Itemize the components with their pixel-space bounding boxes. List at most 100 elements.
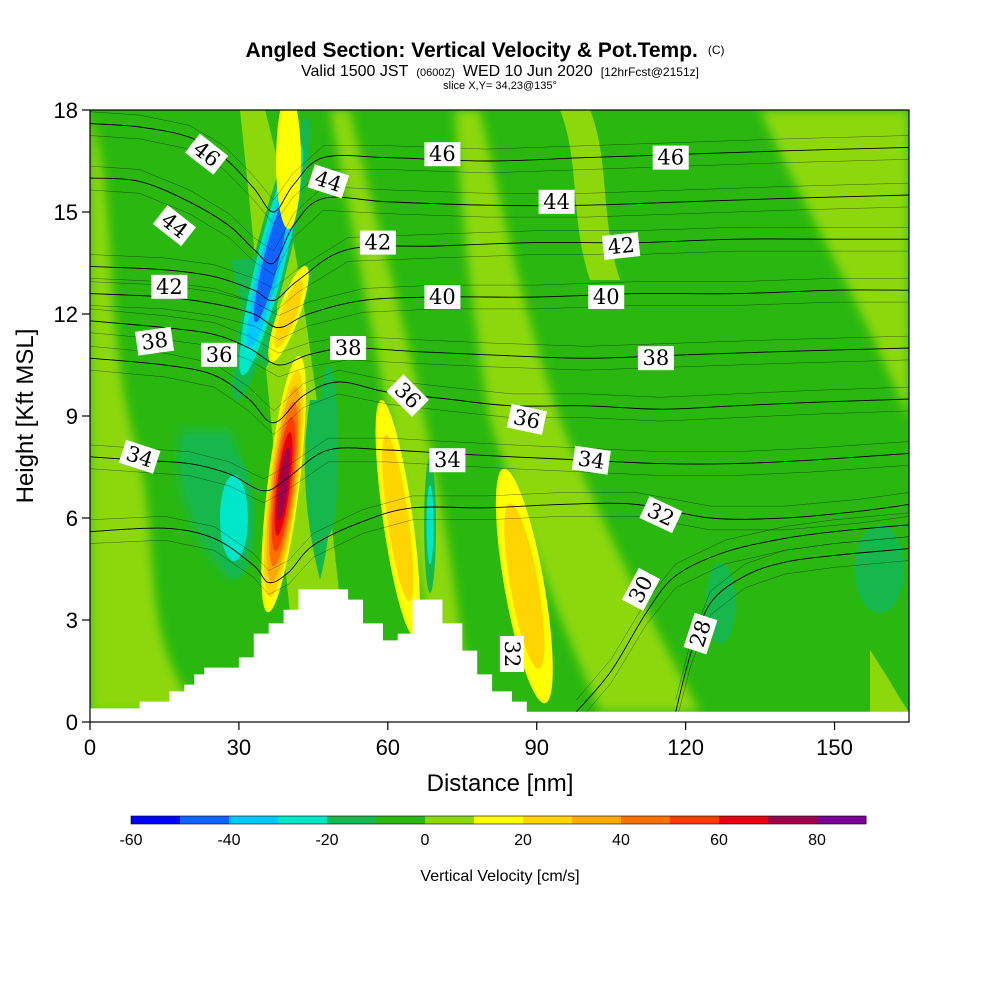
isentrope-minor xyxy=(90,437,909,480)
contour-label: 42 xyxy=(151,274,188,299)
contour-label-box xyxy=(571,445,611,475)
contour-label-text: 36 xyxy=(206,343,233,367)
isentrope-minor xyxy=(90,189,909,276)
velocity-cell-band xyxy=(225,492,243,544)
velocity-cell-band xyxy=(388,469,407,567)
velocity-cell xyxy=(261,355,306,613)
y-tick-label: 12 xyxy=(54,302,78,327)
colorbar-swatch xyxy=(719,816,769,824)
x-tick-label: 0 xyxy=(84,735,96,760)
colorbar-swatch xyxy=(425,816,475,824)
velocity-cell-band xyxy=(261,222,282,297)
isentrope-minor xyxy=(90,461,909,503)
contour-label-box xyxy=(307,164,350,199)
velocity-cell-band xyxy=(281,121,296,201)
y-tick-label: 0 xyxy=(66,710,78,735)
colorbar-label: Vertical Velocity [cm/s] xyxy=(420,868,579,885)
contour-label: 38 xyxy=(637,346,674,371)
isentrope-minor xyxy=(576,512,909,701)
colorbar-tick-label: 0 xyxy=(421,832,430,849)
isentrope-40 xyxy=(90,289,909,329)
contour-label: 38 xyxy=(330,336,367,360)
contour-label: 34 xyxy=(571,445,611,475)
velocity-cell xyxy=(276,110,301,229)
contour-label: 32 xyxy=(499,636,524,672)
velocity-cell xyxy=(214,456,254,580)
contour-label: 46 xyxy=(424,142,461,167)
band-weak-updraft-corner xyxy=(870,650,909,712)
isentrope-minor xyxy=(90,301,909,340)
x-tick-label: 30 xyxy=(227,735,251,760)
y-tick-label: 3 xyxy=(66,608,78,633)
subtitle-valid: Valid 1500 JST xyxy=(301,63,409,80)
colorbar-tick-label: -60 xyxy=(119,832,142,849)
subtitle-date: WED 10 Jun 2020 xyxy=(463,63,593,80)
contour-label: 44 xyxy=(538,189,575,214)
colorbar-swatch xyxy=(474,816,524,824)
contour-label-text: 46 xyxy=(657,146,684,170)
isentrope-minor xyxy=(577,536,909,722)
chart-subtitle: Valid 1500 JST (0600Z) WED 10 Jun 2020 [… xyxy=(301,63,699,80)
contour-label-text: 36 xyxy=(511,405,542,434)
isentrope-minor xyxy=(90,250,909,313)
isentrope-minor xyxy=(90,492,909,572)
colorbar-swatch xyxy=(572,816,622,824)
contour-label: 36 xyxy=(506,403,547,435)
contour-label-box xyxy=(118,439,161,474)
contour-label-text: 46 xyxy=(429,142,456,166)
velocity-cell-band xyxy=(711,579,730,627)
contour-label-text: 38 xyxy=(335,336,362,360)
contour-label-box xyxy=(601,232,641,260)
contour-label-box xyxy=(359,230,396,255)
chart-title: Angled Section: Vertical Velocity & Pot.… xyxy=(245,39,724,62)
slice-label: slice X,Y= 34,23@135° xyxy=(443,80,557,92)
contour-label-text: 44 xyxy=(543,190,570,214)
contour-label: 38 xyxy=(135,326,174,356)
isentrope-34 xyxy=(90,447,909,492)
velocity-cell-band xyxy=(426,485,434,565)
velocity-cell-band xyxy=(512,537,537,635)
isentrope-minor xyxy=(90,278,909,316)
x-tick-label: 60 xyxy=(376,735,400,760)
contour-label-text: 42 xyxy=(156,275,183,299)
contour-label-box xyxy=(621,567,661,611)
colorbar-tick-label: 20 xyxy=(514,832,532,849)
colorbar-swatch xyxy=(817,816,867,824)
contour-label-box xyxy=(639,496,683,534)
contour-label: 36 xyxy=(201,342,238,367)
x-tick-label: 120 xyxy=(667,735,704,760)
contour-label-box xyxy=(637,346,674,371)
contour-label: 46 xyxy=(652,145,689,170)
contour-label-box xyxy=(683,612,718,655)
isentrope-minor xyxy=(90,516,909,595)
colorbar-swatch xyxy=(376,816,426,824)
contour-label-text: 40 xyxy=(593,285,620,309)
colorbar-tick-label: -20 xyxy=(315,832,338,849)
x-axis-label: Distance [nm] xyxy=(427,770,574,797)
colorbar-swatch xyxy=(768,816,818,824)
contour-label-box xyxy=(652,145,689,170)
isentrope-minor xyxy=(90,111,909,201)
contour-label-text: 38 xyxy=(643,346,670,370)
velocity-cell-band xyxy=(864,543,894,595)
colorbar-swatch xyxy=(327,816,377,824)
velocity-cell xyxy=(854,524,905,614)
isentrope-minor xyxy=(90,346,909,412)
contour-label-box xyxy=(424,142,461,167)
contour-label-text: 38 xyxy=(140,327,170,354)
contour-label: 42 xyxy=(601,232,641,260)
terrain xyxy=(90,589,909,722)
colorbar-swatch xyxy=(523,816,573,824)
x-tick-label: 90 xyxy=(524,735,548,760)
colorbar-frame xyxy=(130,815,867,825)
band-weak-updraft-west xyxy=(90,115,200,712)
subtitle-forecast: [12hrFcst@2151z] xyxy=(601,65,699,79)
contour-label-box xyxy=(185,133,229,175)
y-axis-ticks: 0 3 6 9 12 15 18 xyxy=(54,98,90,735)
contour-label-text: 42 xyxy=(365,231,392,255)
contour-label-text: 34 xyxy=(434,448,461,472)
contour-label: 34 xyxy=(429,448,466,473)
contour-label-box xyxy=(429,448,466,473)
colorbar-swatch xyxy=(131,816,181,824)
colorbar-tick-label: 80 xyxy=(808,832,826,849)
